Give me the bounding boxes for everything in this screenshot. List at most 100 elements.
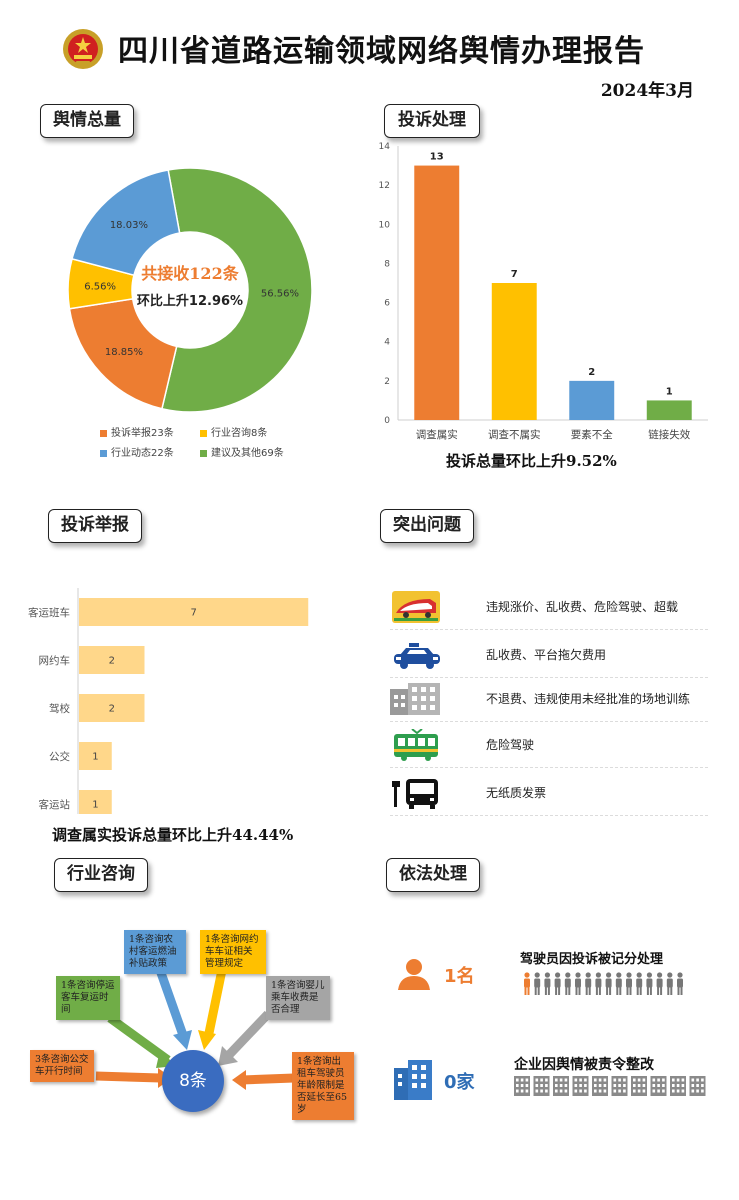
consultation-bubble: 1条咨询农村客运燃油补贴政策	[124, 930, 186, 974]
person-mini-icon	[615, 972, 622, 995]
issue-text: 无纸质发票	[486, 786, 547, 800]
coach-bus-icon	[392, 591, 440, 623]
legend-item: 投诉举报23条	[100, 424, 200, 439]
legend-label: 投诉举报23条	[111, 428, 174, 439]
complaint-handling-note: 投诉总量环比上升9.52%	[446, 452, 617, 470]
donut-center-text: 共接收122条 环比上升12.96%	[60, 260, 320, 309]
bar-value-label: 7	[190, 608, 196, 619]
consultation-center-circle: 8条	[162, 1050, 224, 1112]
bar	[79, 598, 309, 626]
category-label: 网约车	[39, 654, 71, 667]
issue-text: 不退费、违规使用未经批准的场地训练	[486, 692, 691, 706]
building-mini-icon	[650, 1076, 667, 1096]
legend-swatch	[200, 429, 207, 437]
person-mini-icon	[605, 972, 612, 995]
y-tick-label: 2	[384, 377, 390, 387]
issue-row-station: 无纸质发票	[390, 770, 708, 816]
bar-value-label: 7	[511, 269, 518, 280]
issue-row-coach: 违规涨价、乱收费、危险驾驶、超载	[390, 584, 708, 630]
opinion-total-donut-chart: 56.56% 18.85% 6.56% 18.03%	[67, 167, 313, 413]
issue-text: 乱收费、平台拖欠费用	[486, 648, 607, 662]
issue-row-taxi: 乱收费、平台拖欠费用	[390, 632, 708, 678]
bar-value-label: 1	[92, 752, 98, 763]
category-label: 要素不全	[571, 428, 613, 441]
issue-row-bus: 危险驾驶	[390, 722, 708, 768]
person-mini-icon	[666, 972, 673, 995]
person-mini-icon	[575, 972, 581, 995]
person-icon	[398, 959, 430, 990]
enterprise-building-icon	[394, 1060, 432, 1100]
building-mini-icon	[689, 1076, 706, 1096]
person-mini-icon	[636, 972, 643, 995]
consultation-bubble: 1条咨询停运客车复运时间	[56, 976, 120, 1020]
bar	[79, 790, 112, 814]
consultation-bubble: 1条咨询婴儿乘车收费是否合理	[266, 976, 330, 1020]
section-title-consultation: 行业咨询	[54, 858, 148, 892]
donut-growth-label: 环比上升12.96%	[136, 294, 244, 309]
building-mini-icon	[533, 1076, 550, 1096]
y-tick-label: 12	[379, 181, 390, 191]
person-mini-icon	[554, 972, 561, 995]
donut-pct-label: 6.56%	[84, 281, 116, 292]
legend-swatch	[200, 449, 207, 457]
y-tick-label: 4	[384, 338, 390, 348]
section-title-prominent-issues: 突出问题	[380, 509, 474, 543]
category-label: 客运站	[39, 798, 71, 811]
people-row-icon	[524, 972, 683, 995]
section-title-complaint-handling: 投诉处理	[384, 104, 480, 138]
donut-pct-label: 18.85%	[105, 347, 143, 358]
bar-value-label: 2	[109, 656, 115, 667]
donut-total-label: 共接收122条	[141, 264, 239, 283]
person-mini-icon	[585, 972, 592, 995]
building-mini-icon	[553, 1076, 569, 1096]
bar	[414, 165, 460, 420]
person-mini-icon	[524, 972, 530, 995]
y-tick-label: 14	[379, 142, 391, 152]
person-mini-icon	[646, 972, 653, 995]
consultation-bubble: 1条咨询网约车车证相关管理规定	[200, 930, 266, 974]
tram-icon	[394, 729, 438, 761]
report-date: 2024年3月	[600, 81, 694, 101]
bar	[646, 400, 692, 420]
bar	[79, 742, 112, 770]
y-tick-label: 8	[384, 259, 390, 269]
bar-value-label: 2	[109, 704, 115, 715]
building-mini-icon	[631, 1076, 647, 1096]
building-mini-icon	[572, 1076, 589, 1096]
issue-text: 危险驾驶	[486, 738, 535, 752]
person-mini-icon	[626, 972, 632, 995]
legend-item: 建议及其他69条	[200, 444, 284, 459]
person-mini-icon	[534, 972, 541, 995]
issue-row-driving-school: 不退费、违规使用未经批准的场地训练	[390, 676, 708, 722]
legend-item: 行业咨询8条	[200, 424, 267, 439]
donut-pct-label: 18.03%	[110, 220, 148, 231]
building-mini-icon	[611, 1076, 628, 1096]
enterprise-label: 企业因舆情被责令整改	[514, 1057, 654, 1073]
y-tick-label: 6	[384, 299, 390, 309]
bar	[79, 646, 145, 674]
complaint-report-note: 调查属实投诉总量环比上升44.44%	[52, 826, 294, 844]
section-title-legal: 依法处理	[386, 858, 480, 892]
person-mini-icon	[595, 972, 602, 995]
building-row-icon	[514, 1076, 706, 1096]
donut-legend: 投诉举报23条 行业咨询8条 行业动态22条 建议及其他69条	[100, 424, 350, 459]
category-label: 链接失效	[648, 428, 690, 441]
y-tick-label: 10	[379, 220, 391, 230]
taxi-icon	[394, 643, 440, 669]
bar-value-label: 1	[92, 800, 98, 811]
y-tick-label: 0	[384, 416, 390, 426]
driver-count: 1名	[444, 966, 475, 987]
donut-slice	[161, 167, 313, 413]
issue-text: 违规涨价、乱收费、危险驾驶、超载	[486, 600, 679, 614]
building-mini-icon	[592, 1076, 608, 1096]
consultation-bubble: 1条咨询出租车驾驶员年龄限制是否延长至65岁	[292, 1052, 354, 1120]
driver-label: 驾驶员因投诉被记分处理	[520, 952, 664, 967]
legend-label: 建议及其他69条	[211, 448, 284, 459]
bar	[79, 694, 145, 722]
donut-slice	[68, 298, 178, 410]
complaint-handling-bar-chart: 0 2 4 6 8 10 12 14 13 调查属实 7 调查不属实 2 要素不全 1 链接失效	[379, 142, 708, 441]
enterprise-count: 0家	[444, 1072, 475, 1093]
person-mini-icon	[656, 972, 663, 995]
person-mini-icon	[564, 972, 571, 995]
donut-pct-label: 56.56%	[261, 288, 299, 299]
